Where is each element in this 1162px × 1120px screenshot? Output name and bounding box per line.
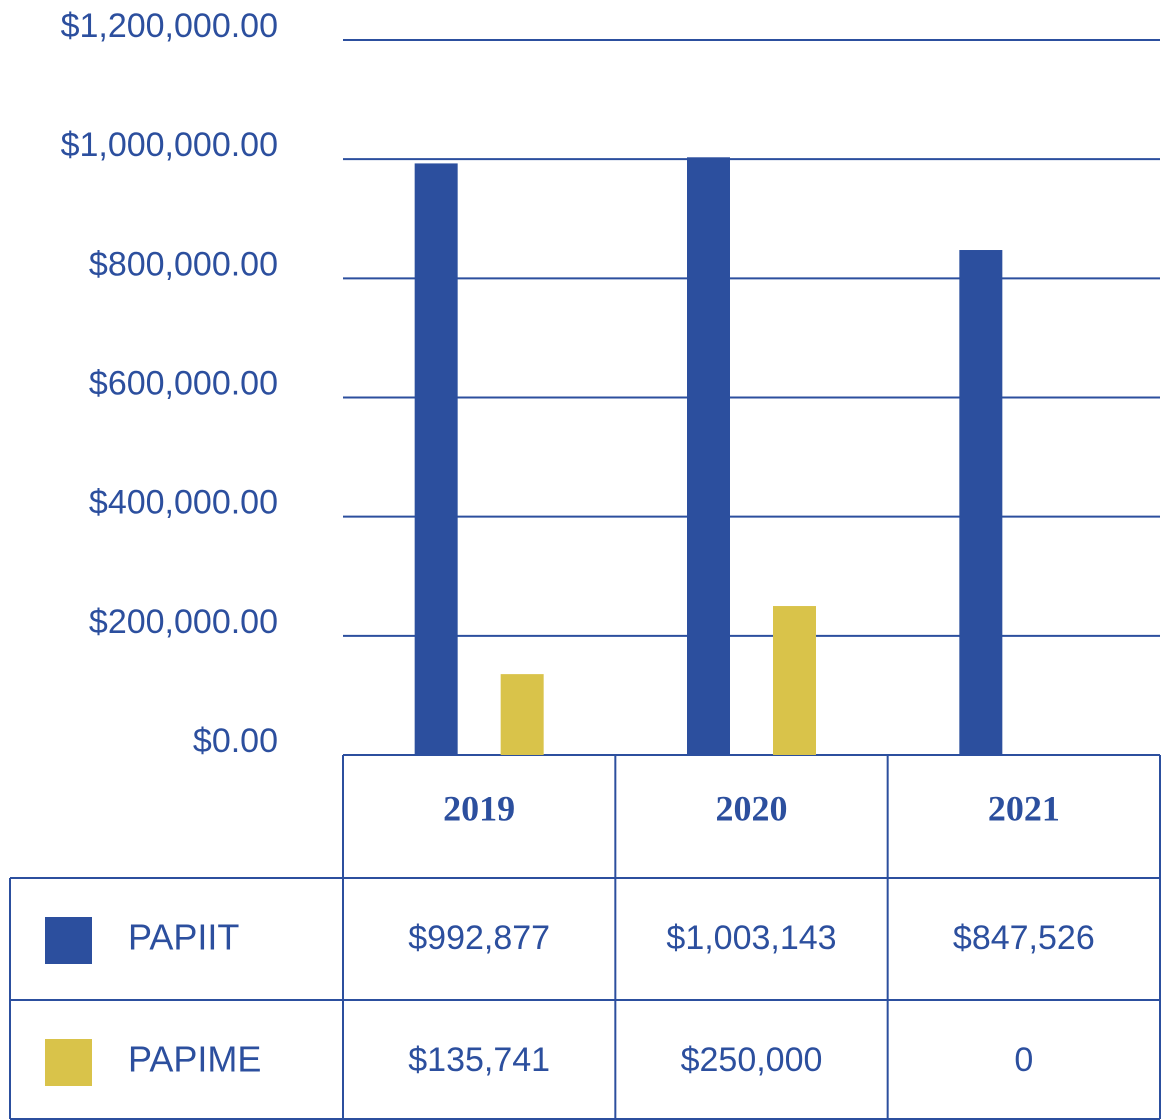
bar bbox=[687, 157, 730, 756]
legend-label: PAPIIT bbox=[128, 917, 239, 958]
y-tick-label: $800,000.00 bbox=[89, 245, 278, 283]
y-tick-label: $1,200,000.00 bbox=[61, 7, 278, 45]
legend-swatch bbox=[45, 917, 92, 964]
table-cell: $250,000 bbox=[681, 1041, 823, 1079]
table-cell: $992,877 bbox=[408, 919, 550, 957]
x-tick-label: 2020 bbox=[716, 788, 788, 828]
x-tick-label: 2019 bbox=[443, 788, 515, 828]
table-cell: $135,741 bbox=[408, 1041, 550, 1079]
table-cell: $1,003,143 bbox=[666, 919, 836, 957]
legend-swatch bbox=[45, 1039, 92, 1086]
table-cell: 0 bbox=[1014, 1041, 1033, 1079]
bar bbox=[773, 606, 816, 755]
y-tick-label: $600,000.00 bbox=[89, 364, 278, 402]
x-tick-label: 2021 bbox=[988, 788, 1060, 828]
y-tick-label: $200,000.00 bbox=[89, 603, 278, 641]
bar bbox=[500, 674, 544, 755]
bar bbox=[414, 163, 458, 756]
y-tick-label: $0.00 bbox=[193, 722, 278, 760]
y-tick-label: $1,000,000.00 bbox=[61, 126, 278, 164]
bar bbox=[959, 250, 1003, 756]
table-cell: $847,526 bbox=[953, 919, 1095, 957]
y-tick-label: $400,000.00 bbox=[89, 484, 278, 522]
legend-label: PAPIME bbox=[128, 1039, 261, 1080]
